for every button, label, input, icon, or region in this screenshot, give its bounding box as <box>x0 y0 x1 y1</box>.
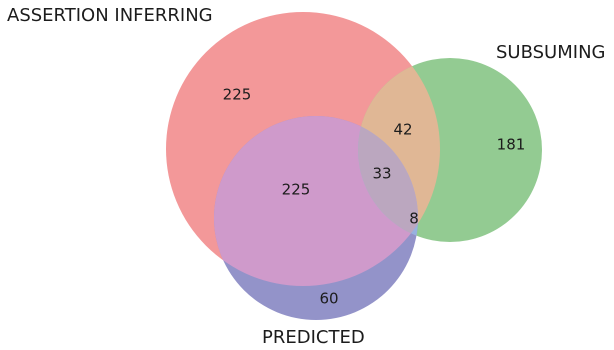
assertion-inferring-predicted-count: 225 <box>282 181 311 199</box>
subsuming-only-count: 181 <box>497 136 526 154</box>
predicted-only-count: 60 <box>319 290 338 308</box>
assertion-inferring-label: ASSERTION INFERRING <box>7 5 213 26</box>
all-three-count: 33 <box>372 165 391 183</box>
assertion-inferring-subsuming-count: 42 <box>393 121 412 139</box>
all-three-overlap <box>358 116 418 242</box>
predicted-label: PREDICTED <box>262 327 365 348</box>
subsuming-label: SUBSUMING <box>496 42 606 63</box>
subsuming-predicted-count: 8 <box>409 210 419 228</box>
assertion-inferring-only-count: 225 <box>223 86 252 104</box>
